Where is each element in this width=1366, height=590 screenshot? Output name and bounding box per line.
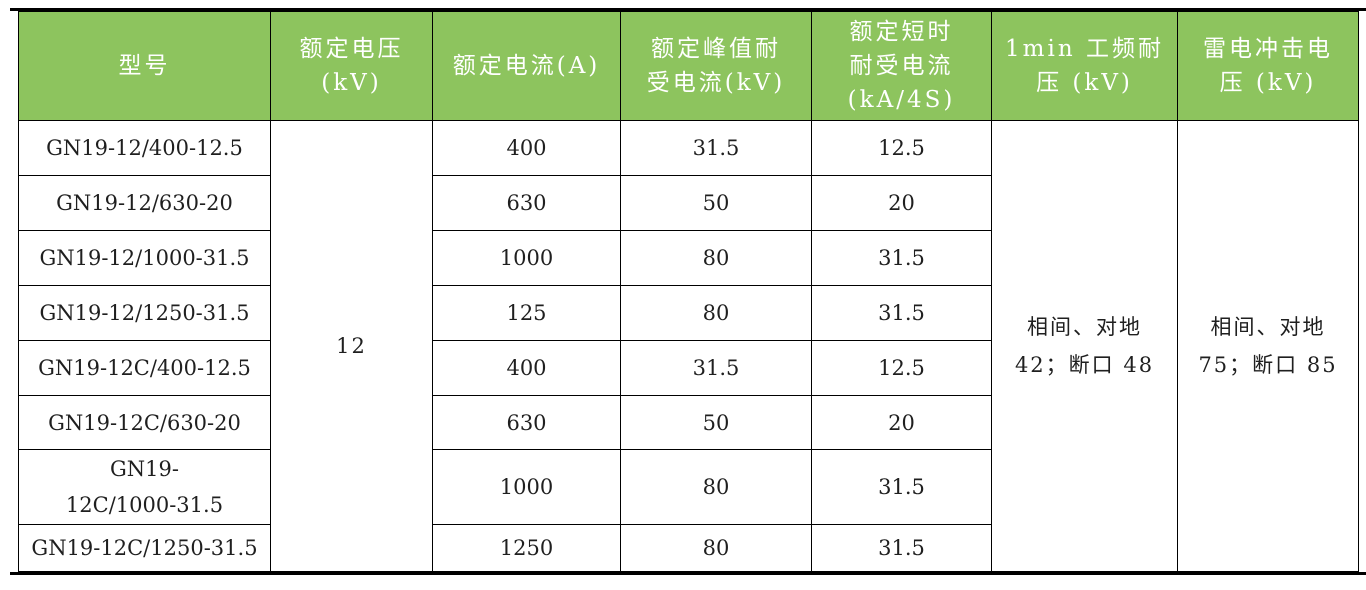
header-row: 型号 额定电压 (kV) 额定电流(A) 额定峰值耐 受电流(kV) 额定短时 … — [18, 11, 1359, 121]
cell-peak-withstand: 80 — [620, 285, 812, 341]
header-cell-rated-current: 额定电流(A) — [432, 11, 621, 121]
cell-short-time-withstand: 20 — [811, 175, 992, 231]
cell-rated-current: 630 — [432, 175, 621, 231]
header-cell-model: 型号 — [18, 11, 271, 121]
cell-peak-withstand: 50 — [620, 175, 812, 231]
cell-model: GN19-12/1000-31.5 — [18, 230, 271, 286]
table-row: GN19-12C/400-12.5 400 31.5 12.5 — [18, 340, 1359, 396]
table-row: GN19-12/400-12.5 12 400 31.5 12.5 相间、对地 … — [18, 120, 1359, 572]
cell-model: GN19-12C/1250-31.5 — [18, 524, 271, 572]
cell-rated-current: 1000 — [432, 449, 621, 525]
cell-peak-withstand: 31.5 — [620, 120, 812, 176]
table-row: GN19- 12C/1000-31.5 1000 80 31.5 — [18, 449, 1359, 525]
cell-rated-voltage-merged: 12 — [270, 120, 433, 572]
cell-short-time-withstand: 20 — [811, 395, 992, 450]
header-cell-lightning-impulse: 雷电冲击电 压 (kV) — [1177, 11, 1359, 121]
cell-peak-withstand: 31.5 — [620, 340, 812, 396]
cell-peak-withstand: 50 — [620, 395, 812, 450]
header-cell-short-time-withstand-current: 额定短时 耐受电流 (kA/4S) — [811, 11, 992, 121]
cell-peak-withstand: 80 — [620, 524, 812, 572]
cell-model: GN19-12C/400-12.5 — [18, 340, 271, 396]
cell-short-time-withstand: 31.5 — [811, 524, 992, 572]
cell-peak-withstand: 80 — [620, 230, 812, 286]
cell-short-time-withstand: 31.5 — [811, 230, 992, 286]
cell-model: GN19-12/400-12.5 — [18, 120, 271, 176]
table-row: GN19-12C/1250-31.5 1250 80 31.5 — [18, 524, 1359, 572]
cell-model: GN19- 12C/1000-31.5 — [18, 449, 271, 525]
cell-rated-current: 1000 — [432, 230, 621, 286]
cell-rated-current: 400 — [432, 340, 621, 396]
table-header: 型号 额定电压 (kV) 额定电流(A) 额定峰值耐 受电流(kV) 额定短时 … — [18, 11, 1359, 121]
cell-short-time-withstand: 31.5 — [811, 449, 992, 525]
cell-rated-current: 1250 — [432, 524, 621, 572]
header-cell-rated-voltage: 额定电压 (kV) — [270, 11, 433, 121]
cell-power-frequency-merged: 相间、对地 42；断口 48 — [991, 120, 1178, 572]
cell-model: GN19-12/1250-31.5 — [18, 285, 271, 341]
cell-rated-current: 400 — [432, 120, 621, 176]
cell-short-time-withstand: 31.5 — [811, 285, 992, 341]
cell-model: GN19-12/630-20 — [18, 175, 271, 231]
cell-peak-withstand: 80 — [620, 449, 812, 525]
table-frame: 型号 额定电压 (kV) 额定电流(A) 额定峰值耐 受电流(kV) 额定短时 … — [10, 8, 1366, 575]
cell-model: GN19-12C/630-20 — [18, 395, 271, 450]
cell-rated-current: 630 — [432, 395, 621, 450]
cell-rated-current: 125 — [432, 285, 621, 341]
table-body: GN19-12/400-12.5 12 400 31.5 12.5 相间、对地 … — [18, 120, 1359, 572]
header-cell-peak-withstand-current: 额定峰值耐 受电流(kV) — [620, 11, 812, 121]
cell-lightning-impulse-merged: 相间、对地 75；断口 85 — [1177, 120, 1359, 572]
cell-short-time-withstand: 12.5 — [811, 120, 992, 176]
spec-table: 型号 额定电压 (kV) 额定电流(A) 额定峰值耐 受电流(kV) 额定短时 … — [18, 11, 1359, 572]
table-row: GN19-12C/630-20 630 50 20 — [18, 395, 1359, 450]
table-row: GN19-12/1250-31.5 125 80 31.5 — [18, 285, 1359, 341]
cell-short-time-withstand: 12.5 — [811, 340, 992, 396]
header-cell-power-frequency-withstand: 1min 工频耐 压 (kV) — [991, 11, 1178, 121]
